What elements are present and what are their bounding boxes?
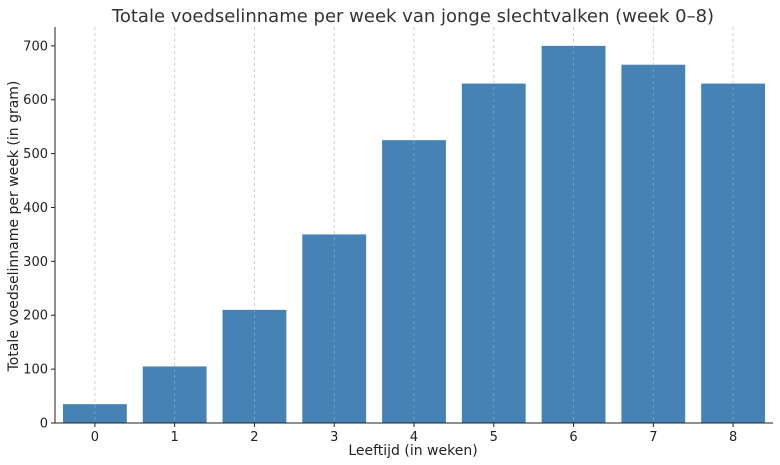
x-tick-label-8: 8 [729,430,737,445]
x-tick-label-6: 6 [569,430,577,445]
y-tick-label-0: 0 [40,417,48,432]
y-tick-label-400: 400 [23,201,48,216]
x-ticks: 0 1 2 3 4 5 6 7 8 [91,423,737,445]
x-tick-label-5: 5 [490,430,498,445]
x-tick-label-7: 7 [649,430,657,445]
y-tick-label-700: 700 [23,39,48,54]
bar-week-6 [541,45,606,423]
x-axis-label: Leeftijd (in weken) [348,443,477,459]
y-tick-label-500: 500 [23,147,48,162]
x-tick-label-3: 3 [330,430,338,445]
x-tick-label-1: 1 [171,430,179,445]
x-tick-label-0: 0 [91,430,99,445]
chart-title: Totale voedselinname per week van jonge … [111,6,714,27]
x-tick-label-4: 4 [410,430,418,445]
bars [62,27,766,424]
y-tick-label-100: 100 [23,363,48,378]
y-axis-label: Totale voedselinname per week (in gram) [6,81,22,373]
x-tick-label-2: 2 [250,430,258,445]
y-ticks: 0 100 200 300 400 500 600 700 [23,39,55,432]
y-tick-label-300: 300 [23,255,48,270]
y-tick-label-600: 600 [23,93,48,108]
y-tick-label-200: 200 [23,309,48,324]
bar-week-8 [701,83,766,424]
bar-week-5 [461,83,526,424]
